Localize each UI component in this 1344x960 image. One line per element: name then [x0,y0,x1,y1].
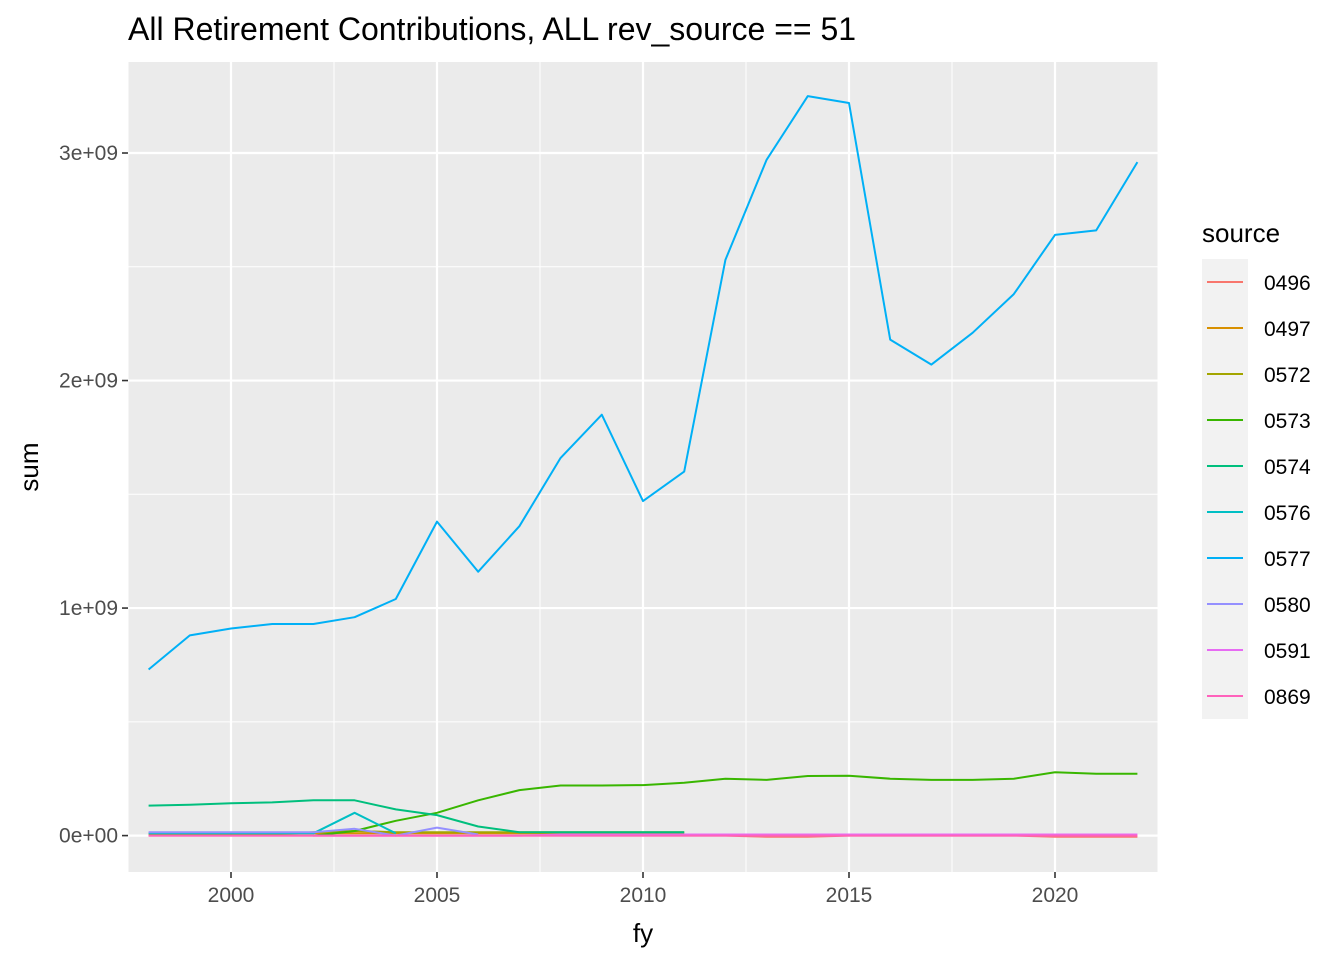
x-tick-label: 2020 [1032,884,1079,907]
y-axis-title: sum [14,442,44,491]
x-tick-label: 2015 [826,884,873,907]
x-tick-label: 2005 [414,884,461,907]
legend-label-0576: 0576 [1264,502,1311,525]
y-tick-label: 1e+09 [59,597,118,620]
x-tick-label: 2000 [208,884,255,907]
y-axis: 0e+00 1e+09 2e+09 3e+09 [59,142,128,848]
chart-title: All Retirement Contributions, ALL rev_so… [128,11,856,47]
legend-label-0869: 0869 [1264,686,1311,709]
series-line-0580 [148,826,479,837]
legend-label-0496: 0496 [1264,272,1311,295]
x-axis-title: fy [633,918,653,948]
legend-label-0573: 0573 [1264,410,1311,433]
series-line-0576 [148,811,397,835]
legend-label-0574: 0574 [1264,456,1311,479]
minor-gridlines [127,62,1159,872]
x-axis: 2000 2005 2010 2015 2020 [208,872,1079,907]
y-tick-label: 2e+09 [59,370,118,393]
y-tick-label: 3e+09 [59,142,118,165]
legend-title: source [1202,218,1280,248]
series-lines [147,95,1139,838]
legend-label-0497: 0497 [1264,318,1311,341]
legend-label-0577: 0577 [1264,548,1311,571]
x-tick-label: 2010 [620,884,667,907]
legend-label-0580: 0580 [1264,594,1311,617]
series-line-0574 [148,799,685,834]
legend-label-0572: 0572 [1264,364,1311,387]
y-tick-label: 0e+00 [59,825,118,848]
series-line-0577 [147,95,1139,671]
legend: source 0496 0497 0572 0573 0574 0576 0577 0580 0… [1202,218,1311,719]
legend-key-background [1202,259,1248,719]
series-line-0573 [313,771,1138,837]
legend-label-0591: 0591 [1264,640,1311,663]
